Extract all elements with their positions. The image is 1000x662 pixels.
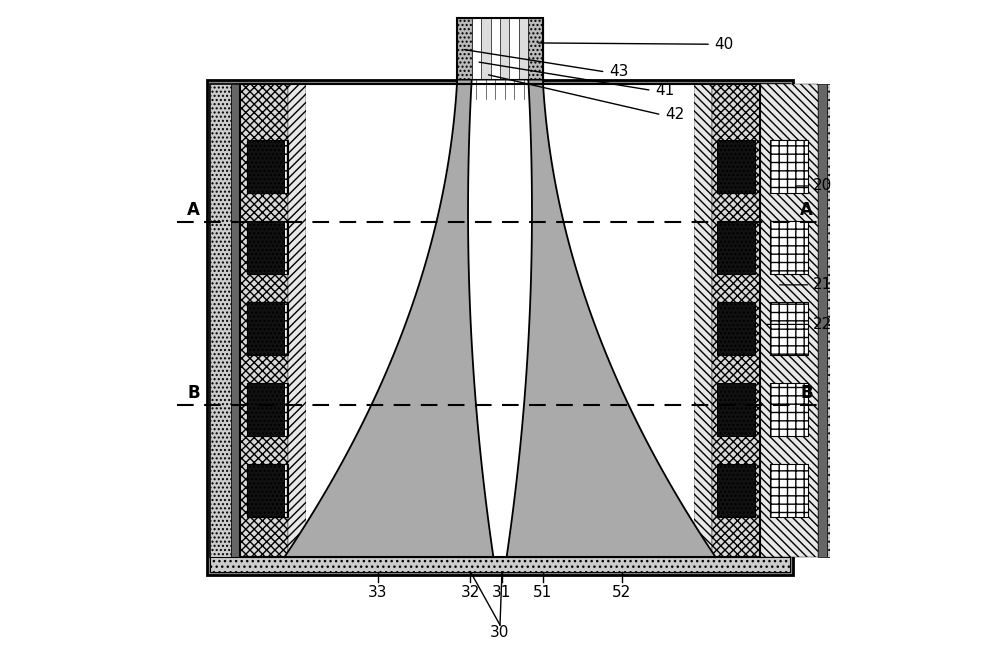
Bar	[770, 383, 808, 436]
Bar	[250, 140, 288, 193]
Bar	[770, 221, 808, 274]
Text: 52: 52	[612, 585, 632, 600]
Bar	[509, 18, 519, 81]
Bar	[770, 465, 808, 517]
Bar	[717, 140, 755, 193]
Bar	[457, 18, 543, 81]
Text: 33: 33	[368, 585, 388, 600]
Bar	[528, 18, 543, 81]
Text: 41: 41	[655, 83, 674, 98]
Text: 20: 20	[796, 179, 832, 193]
Text: A: A	[800, 201, 813, 219]
Bar	[694, 84, 712, 557]
Polygon shape	[507, 81, 716, 557]
Text: 22: 22	[766, 317, 832, 332]
Bar	[210, 84, 231, 557]
Bar	[240, 84, 298, 557]
Bar	[250, 383, 288, 436]
Text: B: B	[800, 383, 813, 402]
Bar	[250, 465, 288, 517]
Bar	[247, 221, 284, 274]
Bar	[288, 84, 306, 557]
Bar	[247, 383, 284, 436]
Bar	[250, 303, 288, 355]
Text: B: B	[187, 383, 200, 402]
Text: 42: 42	[665, 107, 684, 122]
Text: 30: 30	[490, 626, 510, 640]
Bar	[247, 140, 284, 193]
Bar	[210, 84, 790, 557]
Text: 31: 31	[492, 585, 512, 600]
Bar	[500, 18, 509, 81]
Bar	[247, 303, 284, 355]
Bar	[306, 84, 694, 557]
Polygon shape	[284, 81, 493, 557]
Bar	[827, 84, 848, 557]
Bar	[717, 303, 755, 355]
Bar	[717, 383, 755, 436]
Bar	[210, 557, 790, 571]
Text: A: A	[187, 201, 200, 219]
Bar	[231, 84, 240, 557]
Text: 32: 32	[461, 585, 480, 600]
Text: 51: 51	[533, 585, 552, 600]
Bar	[770, 140, 808, 193]
Text: 43: 43	[609, 64, 628, 79]
Bar	[250, 221, 288, 274]
Bar	[472, 18, 481, 81]
Polygon shape	[468, 81, 532, 557]
Bar	[712, 84, 760, 557]
Text: 21: 21	[780, 277, 832, 293]
Bar	[457, 18, 472, 81]
Bar	[760, 84, 818, 557]
Bar	[717, 221, 755, 274]
Bar	[207, 81, 793, 575]
Bar	[240, 84, 288, 557]
Bar	[491, 18, 500, 81]
Bar	[519, 18, 528, 81]
Bar	[770, 303, 808, 355]
Bar	[717, 465, 755, 517]
Bar	[818, 84, 827, 557]
Bar	[247, 465, 284, 517]
Text: 40: 40	[714, 36, 733, 52]
Bar	[240, 84, 760, 557]
Bar	[481, 18, 491, 81]
